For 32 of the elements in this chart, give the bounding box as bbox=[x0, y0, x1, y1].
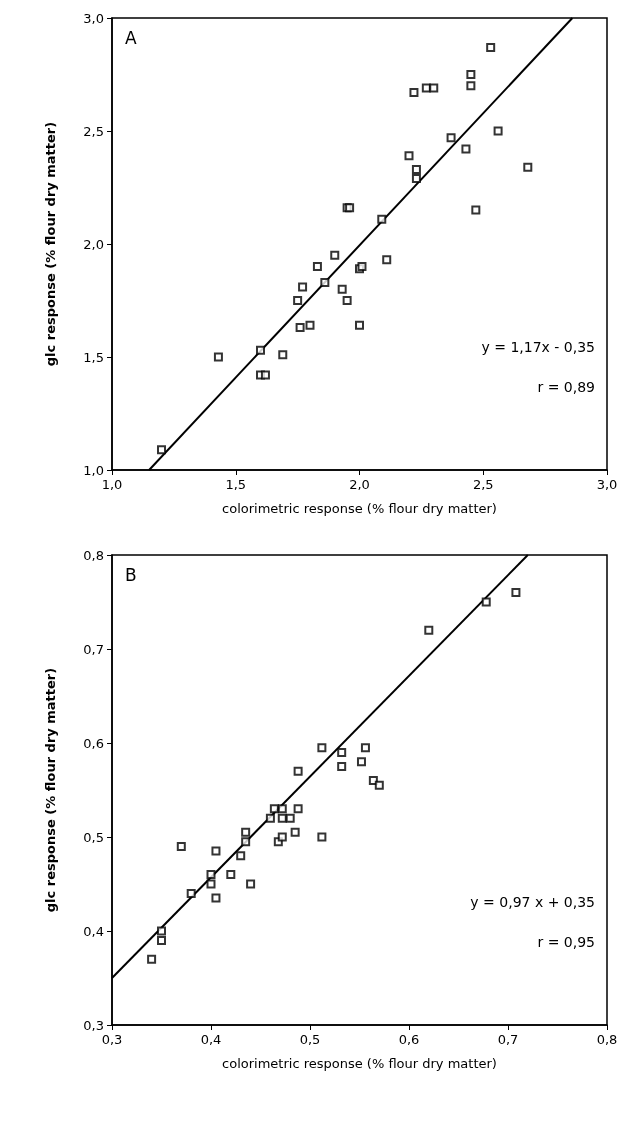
x-tick-label: 1,0 bbox=[101, 477, 123, 492]
x-tick-label: 2,5 bbox=[472, 477, 494, 492]
x-tick-label: 3,0 bbox=[596, 477, 618, 492]
y-tick-label: 0,4 bbox=[83, 923, 104, 939]
x-axis-title: colorimetric response (% flour dry matter) bbox=[222, 501, 497, 516]
x-tick-label: 0,4 bbox=[200, 1032, 222, 1047]
y-tick-label: 1,0 bbox=[83, 462, 104, 478]
annotation: r = 0,89 bbox=[537, 379, 595, 395]
annotation: y = 1,17x - 0,35 bbox=[481, 339, 595, 355]
x-tick-label: 0,8 bbox=[596, 1032, 618, 1047]
y-tick-label: 2,0 bbox=[83, 236, 104, 252]
annotation: y = 0,97 x + 0,35 bbox=[470, 894, 596, 910]
text: A bbox=[125, 27, 137, 48]
x-tick-label: 1,5 bbox=[225, 477, 247, 492]
x-tick-label: 0,7 bbox=[497, 1032, 519, 1047]
y-tick-label: 2,5 bbox=[83, 123, 104, 139]
y-tick-label: 0,8 bbox=[83, 547, 104, 563]
y-tick-label: 0,7 bbox=[83, 641, 104, 657]
x-axis-title: colorimetric response (% flour dry matter) bbox=[222, 1056, 497, 1071]
y-axis-title: glc response (% flour dry matter) bbox=[43, 667, 58, 913]
x-tick-label: 0,3 bbox=[101, 1032, 123, 1047]
text: B bbox=[125, 564, 137, 585]
y-tick-label: 0,3 bbox=[83, 1017, 104, 1033]
annotation: r = 0,95 bbox=[537, 934, 595, 950]
x-tick-label: 0,6 bbox=[398, 1032, 420, 1047]
y-tick-label: 0,6 bbox=[83, 735, 104, 751]
y-tick-label: 0,5 bbox=[83, 829, 104, 845]
y-tick-label: 1,5 bbox=[83, 349, 104, 365]
y-axis-title: glc response (% flour dry matter) bbox=[43, 121, 58, 367]
x-tick-label: 2,0 bbox=[349, 477, 370, 492]
x-tick-label: 0,5 bbox=[299, 1032, 321, 1047]
y-tick-label: 3,0 bbox=[83, 10, 104, 26]
